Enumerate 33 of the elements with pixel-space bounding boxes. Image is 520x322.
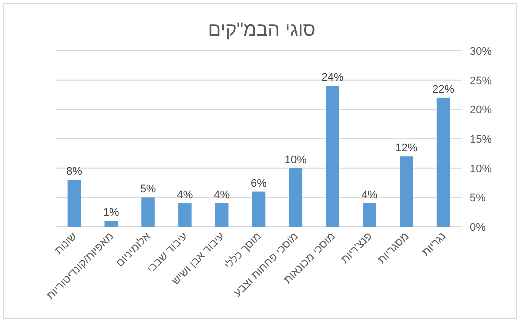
y-tick-label: 5%: [470, 192, 486, 205]
x-tick-label: נגריות: [420, 230, 449, 260]
data-label: 4%: [362, 190, 378, 202]
bar: [363, 204, 376, 227]
data-label: 10%: [284, 154, 308, 166]
x-tick-label: מסגריות: [376, 230, 412, 266]
data-label: 5%: [140, 184, 156, 196]
data-label: 8%: [66, 166, 83, 178]
bar: [215, 204, 229, 227]
data-label: 4%: [177, 190, 194, 202]
bar: [436, 98, 450, 227]
chart-title: סוגי הבמ"קים: [208, 20, 316, 41]
y-tick-label: 0%: [470, 222, 486, 234]
bar: [326, 86, 340, 227]
data-label: 24%: [322, 72, 344, 84]
y-tick-label: 10%: [470, 163, 492, 176]
y-tick-label: 25%: [470, 75, 492, 88]
bar: [142, 198, 155, 227]
y-tick-label: 20%: [470, 104, 492, 117]
x-tick-label: פנצ'ריות: [339, 230, 376, 266]
bar: [104, 221, 118, 227]
data-label: 12%: [396, 142, 418, 155]
bar: [68, 180, 82, 227]
data-label: 4%: [214, 190, 230, 202]
bar: [289, 168, 303, 227]
bar: [178, 204, 192, 227]
bar: [252, 192, 266, 227]
y-tick-label: 30%: [470, 46, 492, 58]
y-tick-label: 15%: [470, 134, 492, 146]
data-label: 1%: [103, 207, 120, 220]
data-label: 22%: [432, 84, 455, 96]
data-label: 6%: [251, 178, 268, 190]
bar: [400, 156, 414, 227]
